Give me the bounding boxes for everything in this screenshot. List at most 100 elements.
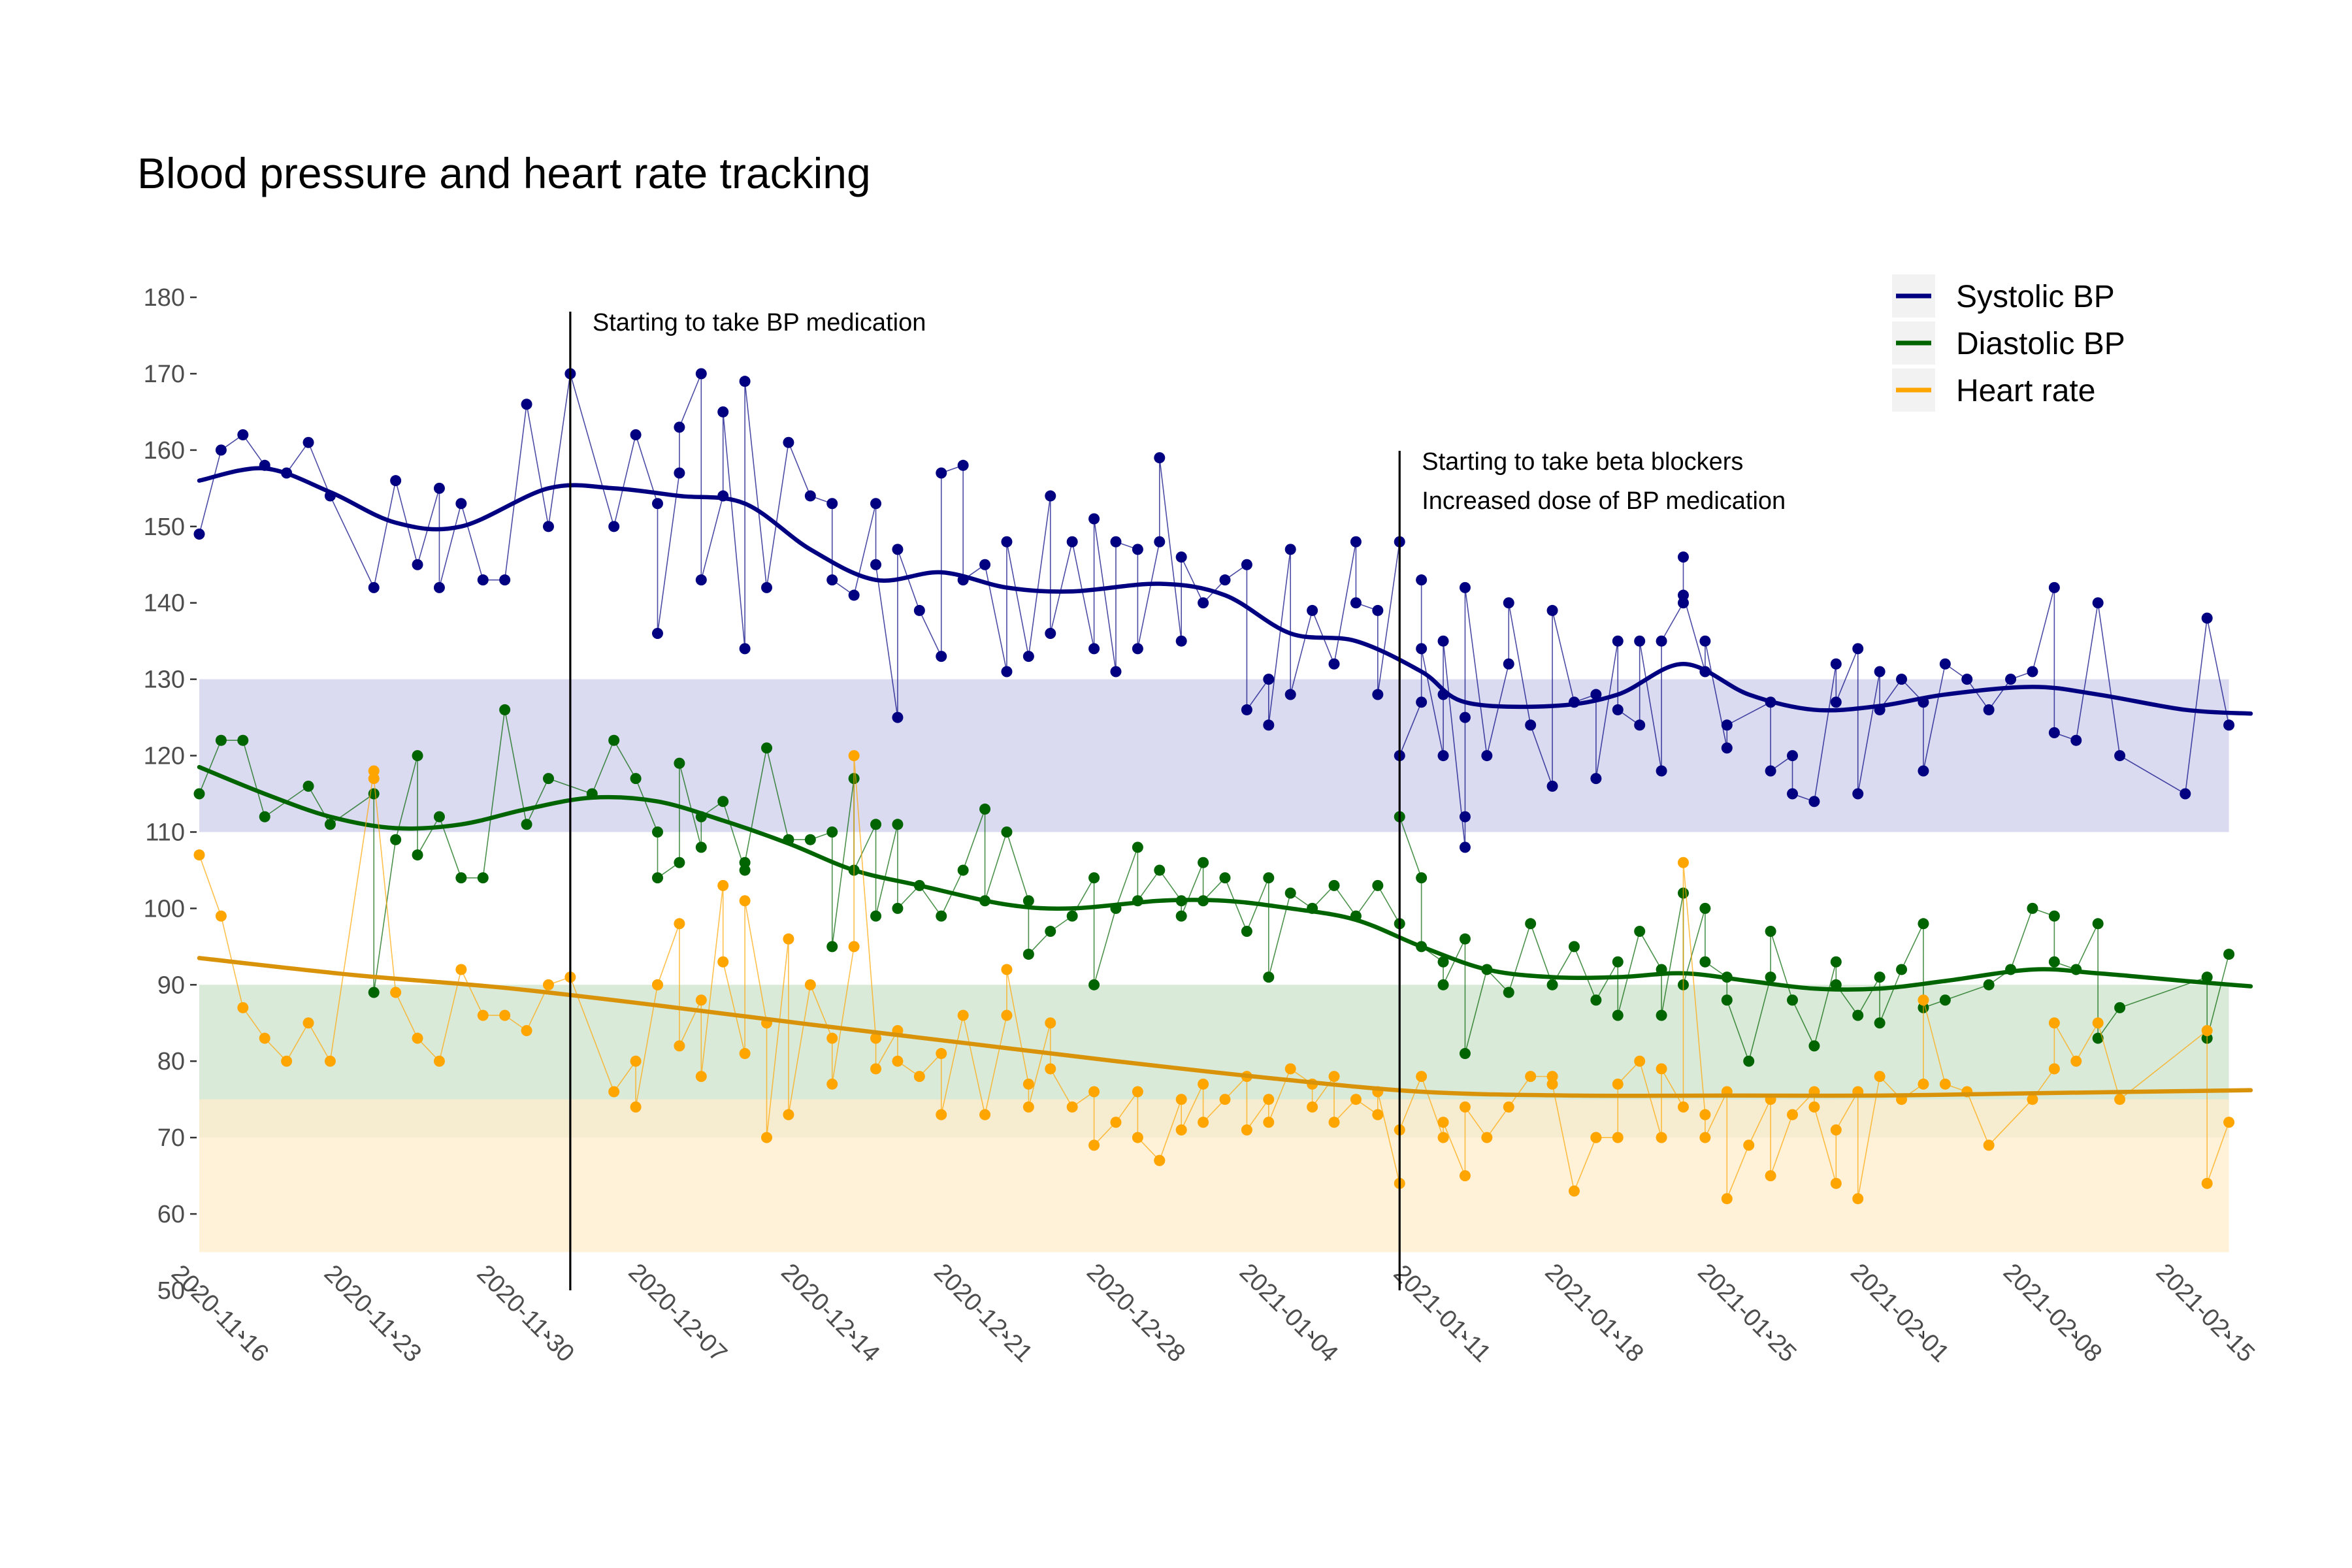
y-tick-label-70: 70 [157,1124,185,1152]
point-diastolic-bp-20 [651,826,663,838]
x-tick-label-2021-02-15: 2021-02-15 [2151,1258,2260,1367]
x-tick-label-2020-11-23: 2020-11-23 [319,1260,427,1367]
point-heart-rate-91 [1546,1078,1558,1090]
point-systolic-bp-123 [1918,765,1929,777]
point-diastolic-bp-87 [1656,1009,1667,1021]
point-heart-rate-26 [695,1071,707,1083]
point-heart-rate-84 [1437,1117,1449,1128]
point-diastolic-bp-38 [892,819,904,830]
point-diastolic-bp-46 [1022,895,1034,907]
point-heart-rate-23 [674,918,685,930]
point-systolic-bp-84 [1459,841,1471,853]
point-heart-rate-78 [1372,1109,1384,1120]
point-heart-rate-94 [1590,1132,1602,1143]
point-systolic-bp-115 [1830,658,1842,670]
point-diastolic-bp-62 [1263,872,1275,884]
point-heart-rate-56 [1088,1086,1100,1098]
point-diastolic-bp-68 [1372,879,1384,891]
point-diastolic-bp-7 [368,987,380,998]
point-systolic-bp-59 [1154,452,1166,464]
point-systolic-bp-52 [1088,643,1100,655]
point-systolic-bp-81 [1437,750,1449,762]
x-tick-label-2020-12-14: 2020-12-14 [776,1258,885,1367]
point-systolic-bp-38 [892,711,904,723]
point-heart-rate-52 [1022,1101,1034,1113]
point-systolic-bp-14 [499,574,511,586]
point-systolic-bp-92 [1546,780,1558,792]
point-systolic-bp-80 [1416,643,1428,655]
point-heart-rate-38 [848,941,860,953]
point-heart-rate-14 [499,1009,511,1021]
point-systolic-bp-128 [2027,666,2038,678]
annotation-text-1-1: Starting to take BP medication [593,309,926,336]
point-systolic-bp-21 [651,628,663,640]
point-diastolic-bp-60 [1219,872,1231,884]
x-tick-label-2021-01-25: 2021-01-25 [1692,1258,1801,1367]
point-systolic-bp-29 [739,376,751,387]
point-diastolic-bp-85 [1634,925,1646,937]
point-heart-rate-22 [651,979,663,990]
point-heart-rate-120 [1939,1078,1951,1090]
point-diastolic-bp-53 [1132,841,1143,853]
point-diastolic-bp-79 [1525,918,1537,930]
point-systolic-bp-47 [1001,536,1013,547]
x-tick-label-2021-01-04: 2021-01-04 [1234,1258,1343,1367]
point-systolic-bp-50 [1045,628,1056,640]
point-heart-rate-66 [1198,1117,1209,1128]
point-systolic-bp-85 [1459,811,1471,823]
point-heart-rate-3 [259,1032,270,1044]
point-systolic-bp-28 [739,643,751,655]
point-heart-rate-30 [739,895,751,907]
point-systolic-bp-131 [2070,734,2082,746]
x-tick-label-2020-11-16: 2020-11-16 [166,1260,274,1367]
band-heart-rate [199,1099,2229,1252]
point-systolic-bp-64 [1241,559,1252,570]
point-heart-rate-90 [1546,1071,1558,1083]
point-systolic-bp-102 [1656,635,1667,647]
point-systolic-bp-45 [979,559,991,570]
point-systolic-bp-58 [1154,536,1166,547]
point-heart-rate-101 [1677,857,1689,868]
point-diastolic-bp-103 [1874,1017,1886,1029]
point-diastolic-bp-51 [1088,979,1100,990]
point-diastolic-bp-22 [674,857,685,868]
point-heart-rate-118 [1918,1078,1929,1090]
point-diastolic-bp-90 [1699,902,1711,914]
point-diastolic-bp-66 [1328,879,1340,891]
point-systolic-bp-118 [1852,788,1864,800]
point-diastolic-bp-97 [1787,994,1799,1006]
point-heart-rate-39 [848,750,860,762]
point-diastolic-bp-49 [1066,910,1078,922]
point-systolic-bp-132 [2092,597,2104,609]
y-tick-label-60: 60 [157,1201,185,1228]
point-heart-rate-63 [1175,1094,1187,1105]
point-diastolic-bp-102 [1874,972,1886,983]
point-diastolic-bp-119 [2223,949,2235,960]
point-heart-rate-54 [1045,1063,1056,1075]
point-systolic-bp-62 [1198,597,1209,609]
point-systolic-bp-75 [1372,689,1384,700]
point-systolic-bp-88 [1481,750,1493,762]
legend: Systolic BP Diastolic BP Heart rate [1892,274,2125,412]
point-systolic-bp-16 [542,521,554,532]
point-diastolic-bp-48 [1045,925,1056,937]
point-systolic-bp-72 [1350,536,1362,547]
point-heart-rate-44 [913,1071,925,1083]
point-heart-rate-85 [1459,1170,1471,1182]
point-systolic-bp-127 [2005,674,2017,685]
point-heart-rate-124 [2048,1063,2060,1075]
point-heart-rate-108 [1765,1170,1776,1182]
series-layer [193,368,2253,1205]
point-heart-rate-106 [1743,1139,1755,1151]
point-systolic-bp-46 [1001,666,1013,678]
point-heart-rate-125 [2048,1017,2060,1029]
point-heart-rate-36 [826,1032,838,1044]
point-diastolic-bp-82 [1590,994,1602,1006]
point-systolic-bp-61 [1175,551,1187,563]
point-diastolic-bp-93 [1721,994,1733,1006]
point-systolic-bp-108 [1721,742,1733,754]
series-diastolic-bp [193,704,2253,1067]
point-systolic-bp-22 [674,467,685,479]
point-systolic-bp-119 [1874,666,1886,678]
point-heart-rate-127 [2092,1017,2104,1029]
